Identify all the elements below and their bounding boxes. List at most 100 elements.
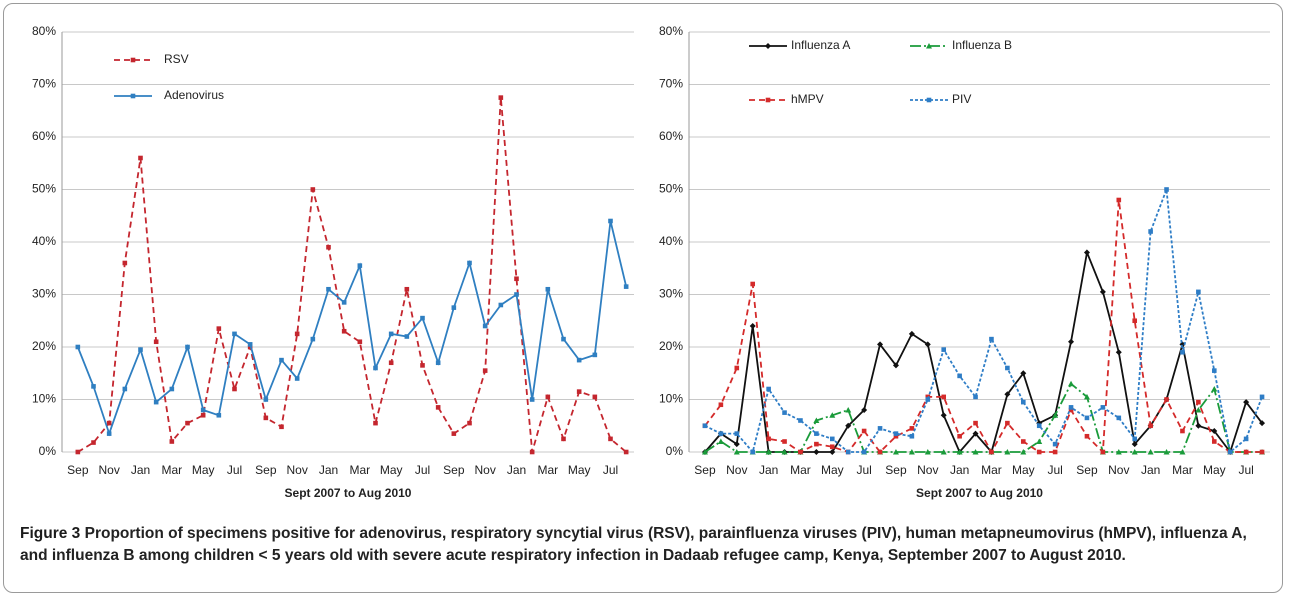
- marker: [1132, 436, 1138, 442]
- y-tick-label: 60%: [32, 129, 56, 143]
- marker: [514, 276, 519, 282]
- marker: [498, 95, 504, 100]
- marker: [106, 420, 112, 426]
- y-tick-label: 80%: [659, 24, 683, 38]
- marker: [106, 431, 112, 436]
- x-tick-label: Sep: [67, 463, 89, 477]
- series-line: [704, 199, 1262, 455]
- marker: [1099, 288, 1106, 295]
- legend-marker: [765, 97, 771, 103]
- marker: [989, 449, 994, 455]
- x-tick-label: Jan: [950, 463, 969, 477]
- marker: [561, 336, 566, 342]
- marker: [1115, 449, 1122, 455]
- x-tick-label: Mar: [790, 463, 811, 477]
- marker: [467, 260, 472, 266]
- marker: [373, 365, 378, 371]
- marker: [498, 302, 504, 308]
- x-tick-label: Mar: [349, 463, 370, 477]
- marker: [341, 300, 347, 305]
- series-line: [704, 189, 1263, 454]
- marker: [576, 389, 582, 394]
- y-tick-label: 70%: [659, 77, 683, 91]
- marker: [435, 360, 441, 366]
- x-tick-label: Sep: [255, 463, 277, 477]
- x-tick-label: May: [1203, 463, 1226, 477]
- series-line: [704, 382, 1262, 453]
- legend-label: PIV: [952, 92, 971, 106]
- marker: [1164, 397, 1169, 402]
- marker: [924, 341, 931, 348]
- marker: [861, 428, 867, 434]
- marker: [1036, 449, 1042, 455]
- marker: [956, 449, 963, 455]
- marker: [576, 357, 582, 363]
- marker: [388, 331, 394, 337]
- marker: [893, 431, 899, 436]
- x-tick-label: Jul: [1238, 463, 1253, 477]
- marker: [122, 386, 128, 392]
- marker: [701, 449, 708, 455]
- caption-text: Proportion of specimens positive for ade…: [20, 525, 1247, 564]
- marker: [734, 365, 740, 371]
- y-tick-label: 60%: [659, 129, 683, 143]
- x-tick-label: Mar: [537, 463, 558, 477]
- marker: [892, 449, 899, 455]
- marker: [310, 187, 316, 192]
- marker: [482, 368, 488, 373]
- marker: [893, 433, 899, 439]
- marker: [941, 347, 947, 352]
- marker: [989, 336, 994, 342]
- series-line: [76, 220, 628, 437]
- x-tick-label: May: [821, 463, 844, 477]
- marker: [940, 412, 947, 419]
- series-line: [77, 97, 627, 453]
- legend-marker: [926, 43, 932, 49]
- marker: [861, 449, 867, 455]
- marker: [1243, 436, 1249, 442]
- marker: [1036, 438, 1043, 444]
- y-tick-label: 20%: [32, 339, 56, 353]
- x-tick-label: Nov: [286, 463, 307, 477]
- marker: [1148, 229, 1153, 234]
- marker: [1020, 439, 1026, 444]
- y-tick-label: 70%: [32, 77, 56, 91]
- marker: [1227, 449, 1233, 455]
- marker: [909, 433, 915, 439]
- x-tick-label: Jan: [1141, 463, 1160, 477]
- legend-label: Adenovirus: [164, 88, 224, 102]
- marker: [420, 363, 425, 368]
- x-tick-label: Jan: [759, 463, 778, 477]
- marker: [1052, 441, 1058, 447]
- marker: [373, 420, 378, 426]
- marker: [750, 281, 756, 287]
- marker: [435, 405, 441, 410]
- marker: [1259, 394, 1265, 400]
- marker: [451, 305, 457, 310]
- marker: [861, 407, 868, 413]
- marker: [798, 449, 803, 455]
- marker: [718, 402, 724, 408]
- marker: [247, 342, 253, 347]
- x-tick-label: Mar: [161, 463, 182, 477]
- x-tick-label: Sep: [694, 463, 716, 477]
- marker: [829, 412, 836, 418]
- marker: [877, 449, 883, 455]
- marker: [1068, 338, 1075, 345]
- legend-marker: [130, 93, 136, 99]
- marker: [169, 439, 175, 444]
- legend-label: Influenza A: [791, 38, 850, 52]
- marker: [529, 397, 535, 402]
- marker: [216, 412, 222, 418]
- marker: [545, 394, 551, 400]
- marker: [263, 415, 269, 421]
- marker: [1211, 368, 1217, 373]
- figure-frame: [3, 3, 1283, 593]
- marker: [1083, 249, 1090, 256]
- marker: [279, 424, 284, 430]
- marker: [1020, 370, 1027, 377]
- marker: [341, 328, 347, 334]
- marker: [153, 399, 159, 405]
- marker: [957, 373, 962, 379]
- marker: [877, 426, 883, 431]
